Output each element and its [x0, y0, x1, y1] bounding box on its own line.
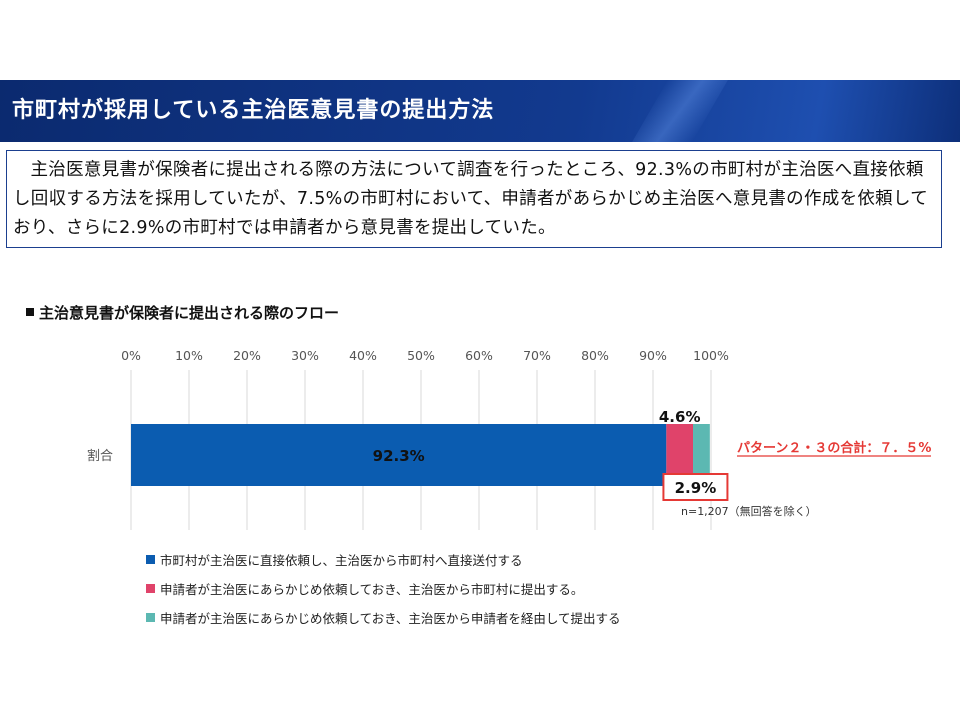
- legend-item: 申請者が主治医にあらかじめ依頼しておき、主治医から申請者を経由して提出する: [146, 603, 621, 632]
- page-title: 市町村が採用している主治医意見書の提出方法: [12, 98, 495, 123]
- chart-heading-text: 主治意見書が保険者に提出される際のフロー: [39, 304, 340, 322]
- highlight-box: [662, 473, 729, 501]
- legend-swatch: [146, 584, 155, 593]
- x-tick-label: 40%: [349, 348, 377, 363]
- data-label: 4.6%: [659, 408, 701, 426]
- bar-segment: [131, 424, 667, 486]
- data-label: 2.9%: [675, 479, 717, 497]
- chart-heading: 主治意見書が保険者に提出される際のフロー: [26, 302, 339, 323]
- sample-size-note: n=1,207（無回答を除く）: [681, 504, 817, 518]
- x-tick-label: 70%: [523, 348, 551, 363]
- title-banner: 市町村が採用している主治医意見書の提出方法: [0, 80, 960, 142]
- legend-swatch: [146, 555, 155, 564]
- x-tick-label: 90%: [639, 348, 667, 363]
- x-tick-label: 30%: [291, 348, 319, 363]
- legend-swatch: [146, 613, 155, 622]
- x-tick-label: 20%: [233, 348, 261, 363]
- annotation-text: パターン２・３の合計：７．５%: [737, 440, 931, 456]
- x-tick-label: 80%: [581, 348, 609, 363]
- x-tick-label: 100%: [693, 348, 729, 363]
- chart-legend: 市町村が主治医に直接依頼し、主治医から市町村へ直接送付する申請者が主治医にあらか…: [146, 545, 621, 632]
- bar-segment: [693, 424, 710, 486]
- stacked-bar-chart: 0% 10% 20% 30% 40% 50% 60% 70% 80% 90% 100% 割合 92.3%…: [87, 348, 931, 530]
- summary-text: 主治医意見書が保険者に提出される際の方法について調査を行ったところ、92.3%の…: [13, 160, 929, 238]
- legend-label: 申請者が主治医にあらかじめ依頼しておき、主治医から申請者を経由して提出する: [160, 611, 621, 626]
- square-bullet-icon: [26, 308, 34, 316]
- x-tick-label: 50%: [407, 348, 435, 363]
- category-label: 割合: [87, 448, 113, 464]
- x-tick-label: 60%: [465, 348, 493, 363]
- data-label: 92.3%: [373, 447, 425, 465]
- x-tick-label: 0%: [121, 348, 141, 363]
- x-tick-label: 10%: [175, 348, 203, 363]
- legend-label: 申請者が主治医にあらかじめ依頼しておき、主治医から市町村に提出する。: [160, 582, 584, 597]
- legend-label: 市町村が主治医に直接依頼し、主治医から市町村へ直接送付する: [160, 553, 523, 568]
- legend-item: 市町村が主治医に直接依頼し、主治医から市町村へ直接送付する: [146, 545, 621, 574]
- legend-item: 申請者が主治医にあらかじめ依頼しておき、主治医から市町村に提出する。: [146, 574, 621, 603]
- summary-box: 主治医意見書が保険者に提出される際の方法について調査を行ったところ、92.3%の…: [6, 150, 942, 248]
